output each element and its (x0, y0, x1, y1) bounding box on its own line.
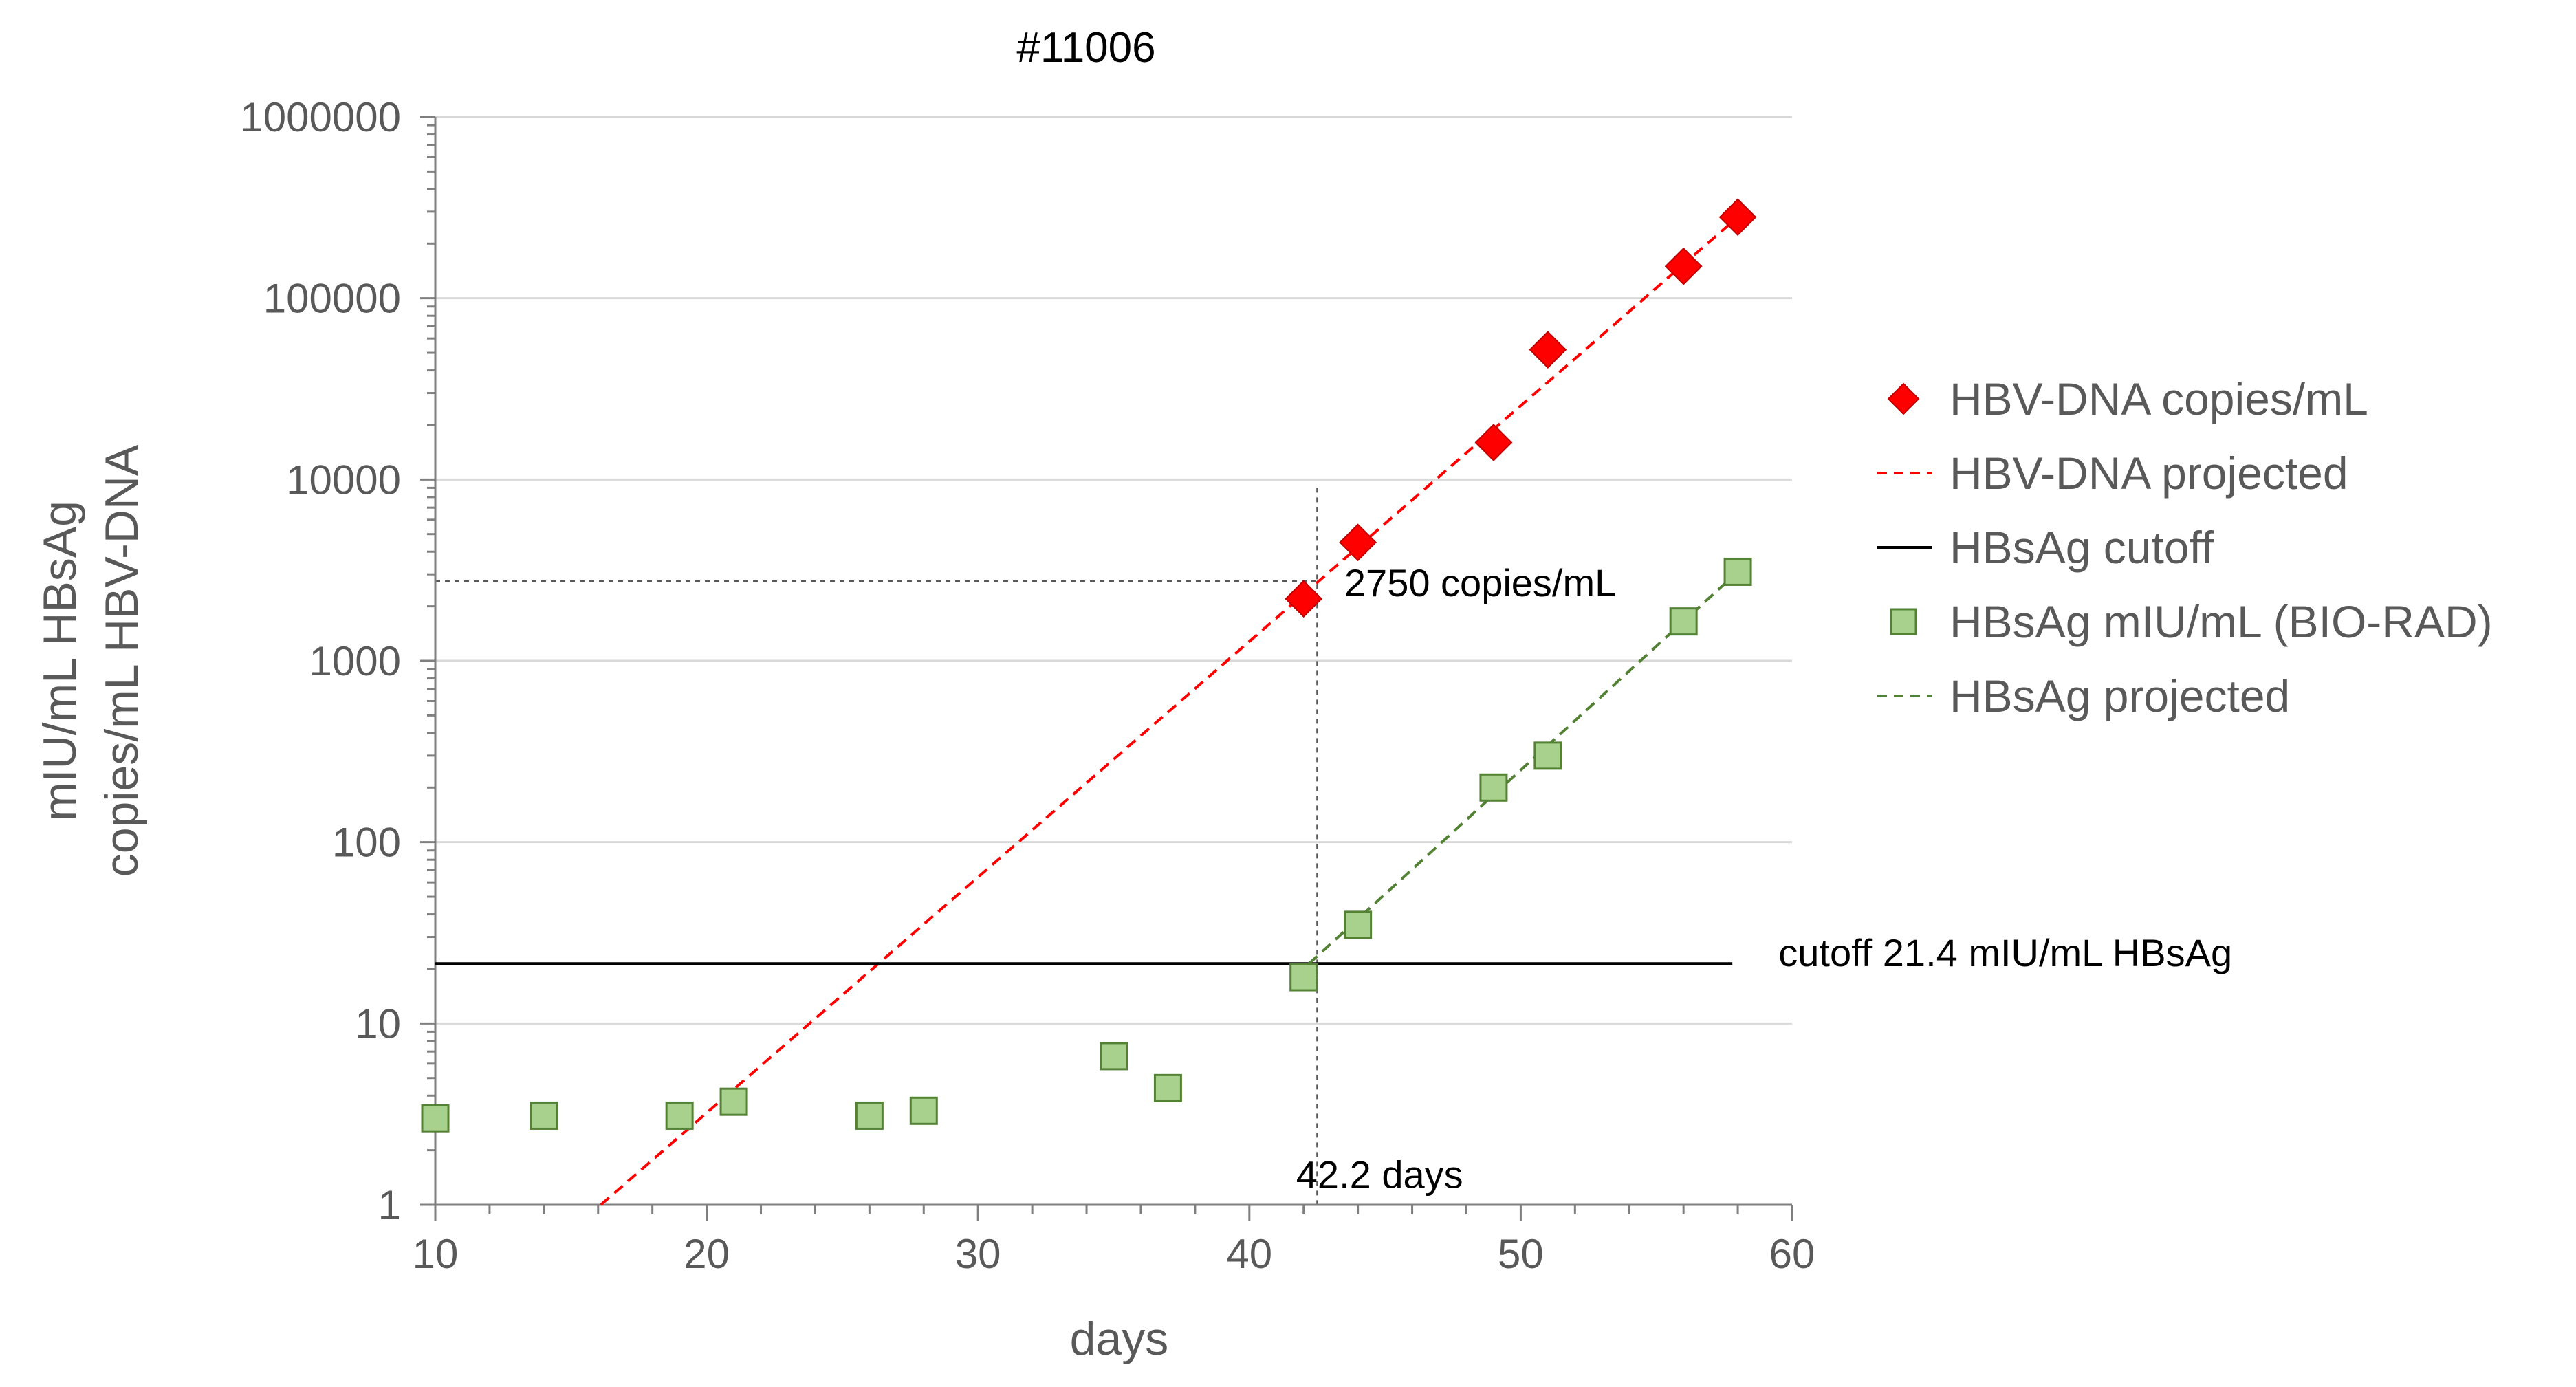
annotation-42-2-days: 42.2 days (1296, 1153, 1463, 1197)
hbsag-point (909, 1096, 938, 1125)
labels: 1 10 100 1000 10000 100000 1000000 10 20 30 40 50 60… (34, 24, 2232, 1365)
y-tick-label: 100000 (263, 276, 401, 322)
x-tick-label: 50 (1498, 1231, 1544, 1277)
hbv-dna-point (1529, 331, 1567, 369)
annotation-2750-copies: 2750 copies/mL (1344, 561, 1616, 604)
hbsag-point (1533, 741, 1562, 770)
x-tick-label: 40 (1226, 1231, 1272, 1277)
y-axis-title-line2: copies/mL HBV-DNA (96, 444, 148, 877)
hbv-dna-point (1474, 424, 1513, 461)
legend-label-hbsag-cutoff: HBsAg cutoff (1950, 522, 2214, 573)
grid-layer (435, 116, 1792, 1025)
hbv-dna-point (1718, 198, 1757, 237)
y-tick-label: 1000 (309, 638, 401, 684)
y-tick-label: 10000 (286, 457, 401, 503)
y-axis-title-line1: mIU/mL HBsAg (34, 501, 86, 821)
reference-lines (435, 488, 1318, 1205)
series-line-hbv-dna-projected (600, 216, 1739, 1206)
hbsag-point (530, 1101, 558, 1130)
hbsag-point (1669, 607, 1698, 636)
hbsag-point (1344, 910, 1373, 939)
hbsag-point (1100, 1042, 1128, 1071)
legend-label-hbv-dna-copies-ml: HBV-DNA copies/mL (1950, 373, 2368, 424)
hbsag-point (421, 1104, 450, 1133)
series-lines (435, 216, 1739, 1206)
x-tick-label: 60 (1769, 1231, 1815, 1277)
hbsag-point (1723, 557, 1752, 586)
x-tick-label: 10 (413, 1231, 459, 1277)
hbv-dna-point (1339, 523, 1377, 562)
legend-label-hbv-dna-projected: HBV-DNA projected (1950, 448, 2348, 499)
y-tick-label: 1 (378, 1182, 401, 1228)
legend-label-hbsag-miu-ml-bio-rad: HBsAg mIU/mL (BIO-RAD) (1950, 596, 2493, 647)
hbv-dna-point (1285, 580, 1323, 618)
y-tick-label: 100 (332, 820, 401, 866)
x-tick-label: 30 (955, 1231, 1001, 1277)
x-axis-title: days (1070, 1313, 1169, 1365)
series-points (421, 198, 1757, 1133)
annotation-cutoff: cutoff 21.4 mIU/mL HBsAg (1778, 931, 2232, 974)
y-tick-label: 1000000 (240, 94, 401, 140)
hbsag-point (1153, 1073, 1182, 1102)
legend: HBV-DNA copies/mL HBV-DNA projected HBsAg … (1877, 373, 2493, 721)
legend-label-hbsag-projected: HBsAg projected (1950, 670, 2290, 721)
chart-title: #11006 (1016, 24, 1155, 72)
hbsag-point (855, 1101, 884, 1130)
series-line-hbsag-projected (1308, 570, 1739, 965)
y-tick-label: 10 (355, 1001, 401, 1047)
hbv-dna-point (1664, 247, 1703, 285)
hbsag-point (719, 1087, 748, 1116)
x-tick-label: 20 (684, 1231, 730, 1277)
hbsag-point (665, 1101, 694, 1130)
hbsag-point (1289, 963, 1318, 992)
hbsag-point (1479, 773, 1508, 802)
legend-marker-hbv-dna-copies-ml (1887, 382, 1920, 415)
legend-marker-hbsag-miu-ml-bio-rad (1890, 608, 1917, 635)
